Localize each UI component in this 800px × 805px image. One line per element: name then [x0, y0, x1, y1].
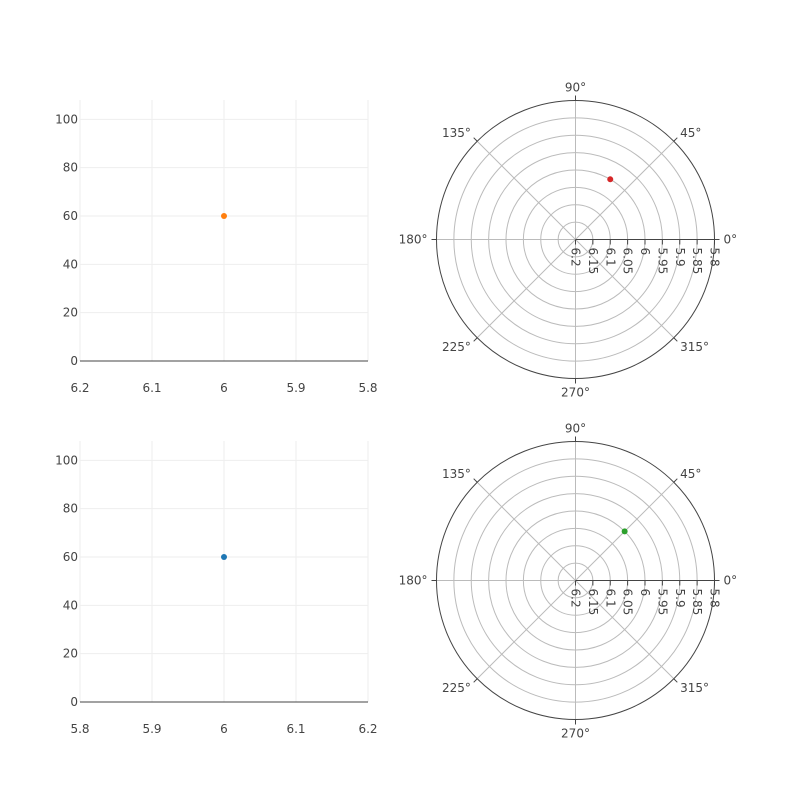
angular-tick-label: 315°: [680, 681, 709, 695]
radial-tick-label: 6.1: [603, 589, 617, 608]
angular-gridline: [575, 140, 675, 240]
polar-chart-bottom: 0° 45° 90° 135° 180° 225° 270° 315° 6.2 6.15 6.1 6.…: [399, 422, 738, 741]
x-tick-label: 6: [220, 381, 228, 395]
angular-tick-label: 270°: [561, 386, 590, 400]
radial-tick-label: 5.95: [655, 589, 669, 616]
angular-tick: [473, 137, 478, 142]
radial-tick-label: 6.1: [603, 248, 617, 267]
angular-gridline: [575, 239, 675, 339]
angular-tick-label: 135°: [442, 467, 471, 481]
angular-tick: [473, 678, 478, 683]
radial-tick-label: 6.05: [621, 589, 635, 616]
angular-tick-label: 90°: [565, 81, 586, 95]
x-tick-label: 5.8: [358, 381, 377, 395]
radial-tick-label: 6.05: [621, 248, 635, 275]
angular-tick-label: 135°: [442, 126, 471, 140]
cartesian-chart-bottom: 0 20 40 60 80 100 5.8 5.9 6 6.1 6.2: [55, 441, 378, 736]
angular-tick-label: 180°: [399, 233, 428, 247]
angular-tick-label: 0°: [724, 574, 738, 588]
y-tick-label: 80: [63, 161, 78, 175]
x-tick-label: 5.9: [286, 381, 305, 395]
data-point[interactable]: [607, 176, 614, 183]
angular-tick: [473, 478, 478, 483]
x-tick-label: 5.9: [142, 722, 161, 736]
angular-tick: [673, 337, 678, 342]
polar-chart-top: 0° 45° 90° 135° 180° 225° 270° 315° 6.2 6.15 6.1 6.…: [399, 81, 738, 400]
angular-gridline: [476, 481, 576, 581]
angular-tick-label: 90°: [565, 422, 586, 436]
y-tick-label: 20: [63, 306, 78, 320]
x-tick-label: 6.2: [70, 381, 89, 395]
radial-tick-label: 5.95: [655, 248, 669, 275]
x-tick-label: 5.8: [70, 722, 89, 736]
y-tick-label: 0: [70, 354, 78, 368]
radial-tick-label: 6.2: [569, 589, 583, 608]
radial-tick-label: 5.9: [673, 589, 687, 608]
angular-tick-label: 225°: [442, 340, 471, 354]
angular-tick: [673, 478, 678, 483]
radial-tick-label: 6: [638, 589, 652, 597]
radial-tick-label: 5.85: [690, 589, 704, 616]
angular-tick-label: 45°: [680, 126, 701, 140]
angular-gridline: [476, 580, 576, 680]
radial-tick-label: 6.2: [569, 248, 583, 267]
radial-tick-label: 6.15: [586, 248, 600, 275]
angular-gridline: [476, 239, 576, 339]
y-tick-label: 40: [63, 598, 78, 612]
data-point[interactable]: [221, 554, 227, 560]
radial-tick-label: 5.8: [708, 248, 722, 267]
y-tick-label: 40: [63, 257, 78, 271]
cartesian-chart-top: 0 20 40 60 80 100 6.2 6.1 6 5.9 5.8: [55, 100, 378, 395]
data-point[interactable]: [221, 213, 227, 219]
y-tick-label: 0: [70, 695, 78, 709]
angular-gridline: [575, 580, 675, 680]
angular-tick-label: 315°: [680, 340, 709, 354]
x-tick-label: 6.2: [358, 722, 377, 736]
data-point[interactable]: [621, 528, 628, 535]
radial-tick-label: 5.85: [690, 248, 704, 275]
angular-tick-label: 45°: [680, 467, 701, 481]
angular-tick-label: 180°: [399, 574, 428, 588]
radial-tick-label: 6: [638, 248, 652, 256]
y-tick-label: 60: [63, 550, 78, 564]
radial-tick-label: 5.9: [673, 248, 687, 267]
y-tick-label: 100: [55, 453, 78, 467]
y-tick-label: 20: [63, 647, 78, 661]
angular-tick-label: 270°: [561, 727, 590, 741]
angular-gridline: [476, 140, 576, 240]
radial-tick-label: 6.15: [586, 589, 600, 616]
angular-tick: [673, 678, 678, 683]
x-tick-label: 6.1: [142, 381, 161, 395]
radial-tick-label: 5.8: [708, 589, 722, 608]
angular-tick: [473, 337, 478, 342]
angular-tick: [673, 137, 678, 142]
x-tick-label: 6.1: [286, 722, 305, 736]
angular-tick-label: 225°: [442, 681, 471, 695]
y-tick-label: 60: [63, 209, 78, 223]
y-tick-label: 100: [55, 112, 78, 126]
x-tick-label: 6: [220, 722, 228, 736]
y-tick-label: 80: [63, 502, 78, 516]
angular-tick-label: 0°: [724, 233, 738, 247]
